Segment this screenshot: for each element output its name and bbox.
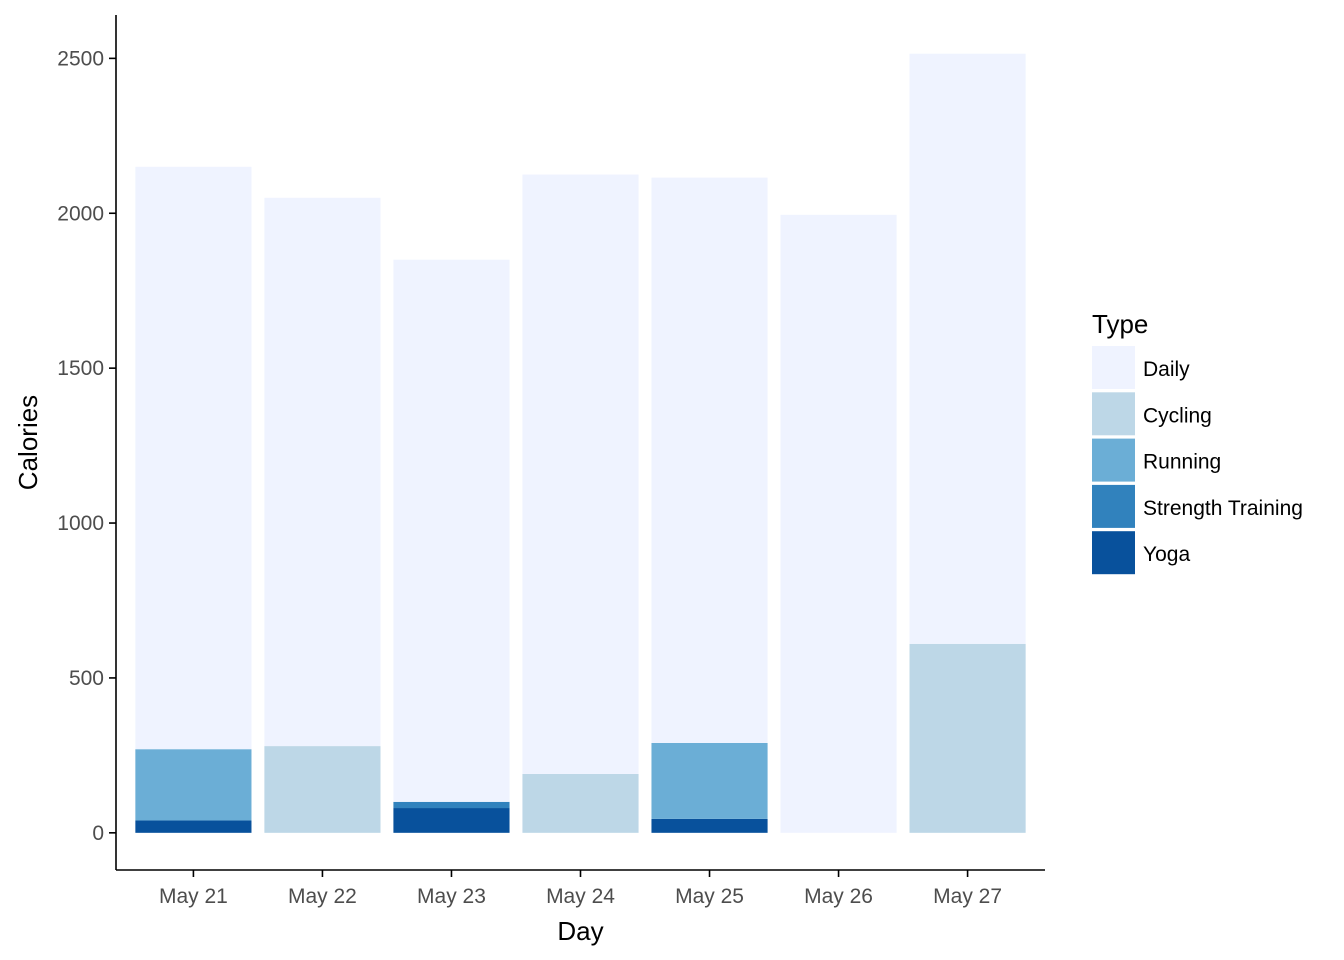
bar-running-1 [135, 749, 252, 821]
legend-key-yoga [1092, 531, 1135, 575]
legend-title: Type [1092, 309, 1148, 339]
legend-key-running [1092, 438, 1135, 482]
x-tick-label: May 22 [288, 885, 357, 908]
legend-label-running: Running [1143, 451, 1221, 474]
bar-cycling-2 [264, 746, 381, 833]
bar-strength-training-3 [393, 801, 510, 809]
y-axis-title: Calories [13, 395, 43, 490]
x-tick-label: May 21 [159, 885, 228, 908]
y-axis-ticks: 0 500 1000 1500 2000 2500 [57, 47, 116, 845]
bar-running-5 [651, 742, 768, 819]
x-tick-label: May 23 [417, 885, 486, 908]
legend-key-daily [1092, 346, 1135, 389]
bar-daily-7 [909, 53, 1026, 644]
bar-cycling-4 [522, 773, 639, 833]
y-tick-label: 500 [69, 667, 104, 690]
x-tick-label: May 25 [675, 885, 744, 908]
legend-label-strength-training: Strength Training [1143, 497, 1303, 520]
legend-key-strength-training [1092, 484, 1135, 528]
bar-yoga-5 [651, 818, 768, 833]
y-tick-label: 1500 [57, 357, 104, 380]
legend-label-cycling: Cycling [1143, 404, 1212, 427]
x-axis-ticks: May 21 May 22 May 23 May 24 May 25 May 26 May … [159, 870, 1002, 908]
x-axis-title: Day [557, 916, 603, 946]
bar-yoga-1 [135, 820, 252, 833]
bar-daily-5 [651, 177, 768, 743]
bar-yoga-3 [393, 808, 510, 833]
bar-daily-1 [135, 166, 252, 750]
bar-cycling-7 [909, 643, 1026, 833]
x-tick-label: May 27 [933, 885, 1002, 908]
legend: Type Daily Cycling Running Strength Trainin… [1092, 309, 1303, 575]
bars-layer [135, 53, 1026, 833]
y-tick-label: 2000 [57, 202, 104, 225]
bar-daily-3 [393, 259, 510, 802]
legend-label-daily: Daily [1143, 358, 1190, 381]
bar-daily-2 [264, 197, 381, 747]
y-tick-label: 0 [92, 822, 104, 845]
bar-daily-6 [780, 214, 897, 833]
legend-key-cycling [1092, 392, 1135, 436]
legend-label-yoga: Yoga [1143, 543, 1190, 566]
x-tick-label: May 26 [804, 885, 873, 908]
bar-daily-4 [522, 174, 639, 774]
y-tick-label: 1000 [57, 512, 104, 535]
x-tick-label: May 24 [546, 885, 615, 908]
y-tick-label: 2500 [57, 47, 104, 70]
